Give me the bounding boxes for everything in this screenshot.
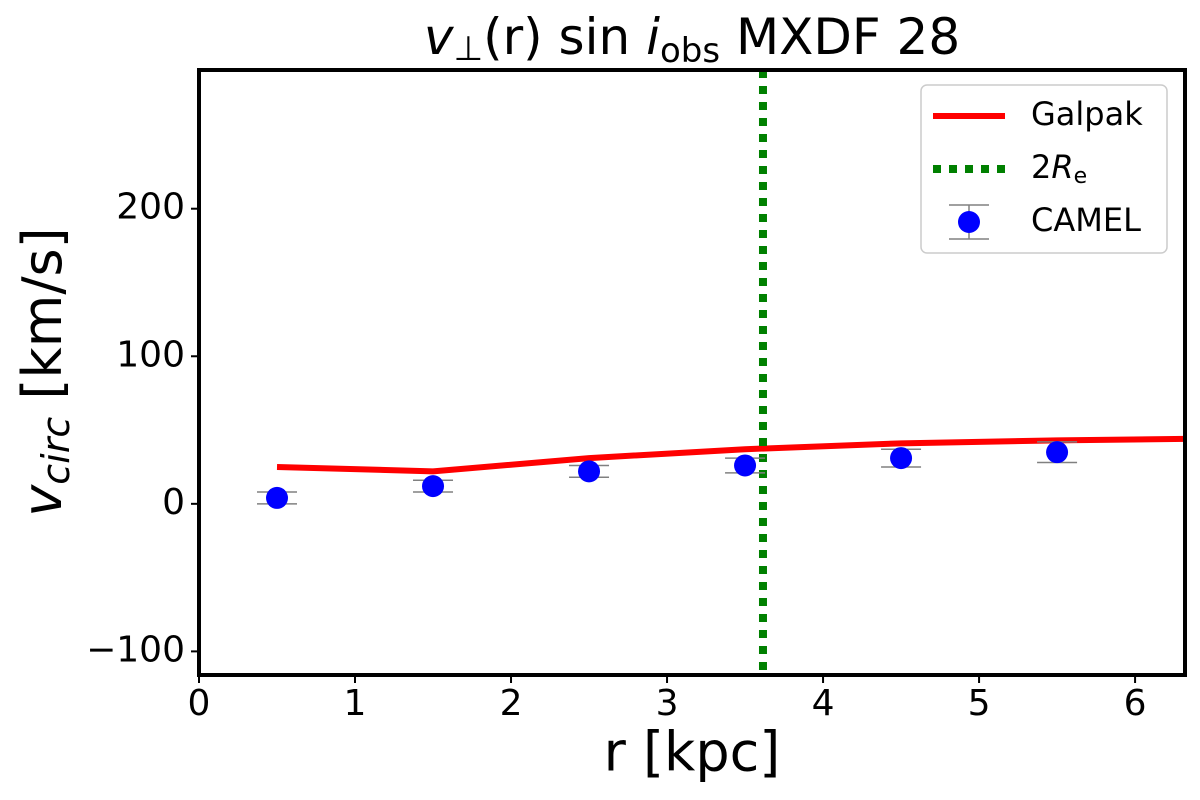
chart-title: v⊥(r) sin iobs MXDF 28 bbox=[424, 8, 960, 71]
data-point bbox=[890, 447, 913, 470]
axes-frame bbox=[197, 68, 1187, 677]
plot-area bbox=[257, 70, 1185, 675]
ylabel-part: circ bbox=[34, 417, 78, 485]
x-tick-label: 0 bbox=[188, 683, 211, 724]
y-axis-label: vcirc [km/s] bbox=[11, 227, 78, 516]
legend-label-part: 2 bbox=[1031, 148, 1051, 186]
legend-label-part: R bbox=[1051, 148, 1073, 186]
data-point bbox=[578, 460, 601, 483]
data-point bbox=[422, 475, 445, 498]
title-part: obs bbox=[660, 31, 720, 71]
title-part: v bbox=[424, 8, 455, 66]
legend-label: CAMEL bbox=[1031, 201, 1141, 239]
y-tick-label: 0 bbox=[162, 482, 185, 523]
title-part: ⊥ bbox=[453, 29, 483, 69]
title-part: MXDF 28 bbox=[720, 8, 960, 66]
y-tick-label: 100 bbox=[116, 334, 185, 375]
ylabel-part: [km/s] bbox=[11, 227, 74, 417]
x-axis-label: r [kpc] bbox=[604, 721, 781, 784]
title-part: i bbox=[646, 8, 660, 66]
data-point bbox=[266, 486, 289, 509]
ylabel-part: v bbox=[11, 484, 74, 517]
legend-label: Galpak bbox=[1031, 95, 1143, 133]
data-point bbox=[1046, 441, 1069, 464]
legend-swatch bbox=[958, 211, 980, 233]
title-part: (r) sin bbox=[483, 8, 646, 66]
data-point bbox=[734, 454, 757, 477]
x-tick-label: 1 bbox=[344, 683, 367, 724]
x-tick-label: 3 bbox=[656, 683, 679, 724]
x-tick-label: 4 bbox=[812, 683, 835, 724]
legend-label-part: e bbox=[1074, 164, 1088, 189]
x-tick-label: 5 bbox=[968, 683, 991, 724]
y-tick-label: −100 bbox=[86, 629, 185, 670]
legend-label: 2Re bbox=[1031, 148, 1087, 189]
y-tick-label: 200 bbox=[116, 187, 185, 228]
legend-box bbox=[920, 84, 1168, 254]
x-tick-label: 2 bbox=[500, 683, 523, 724]
legend: Galpak 2Re CAMEL bbox=[920, 84, 1168, 254]
series-line bbox=[276, 435, 1185, 475]
x-tick-label: 6 bbox=[1124, 683, 1147, 724]
